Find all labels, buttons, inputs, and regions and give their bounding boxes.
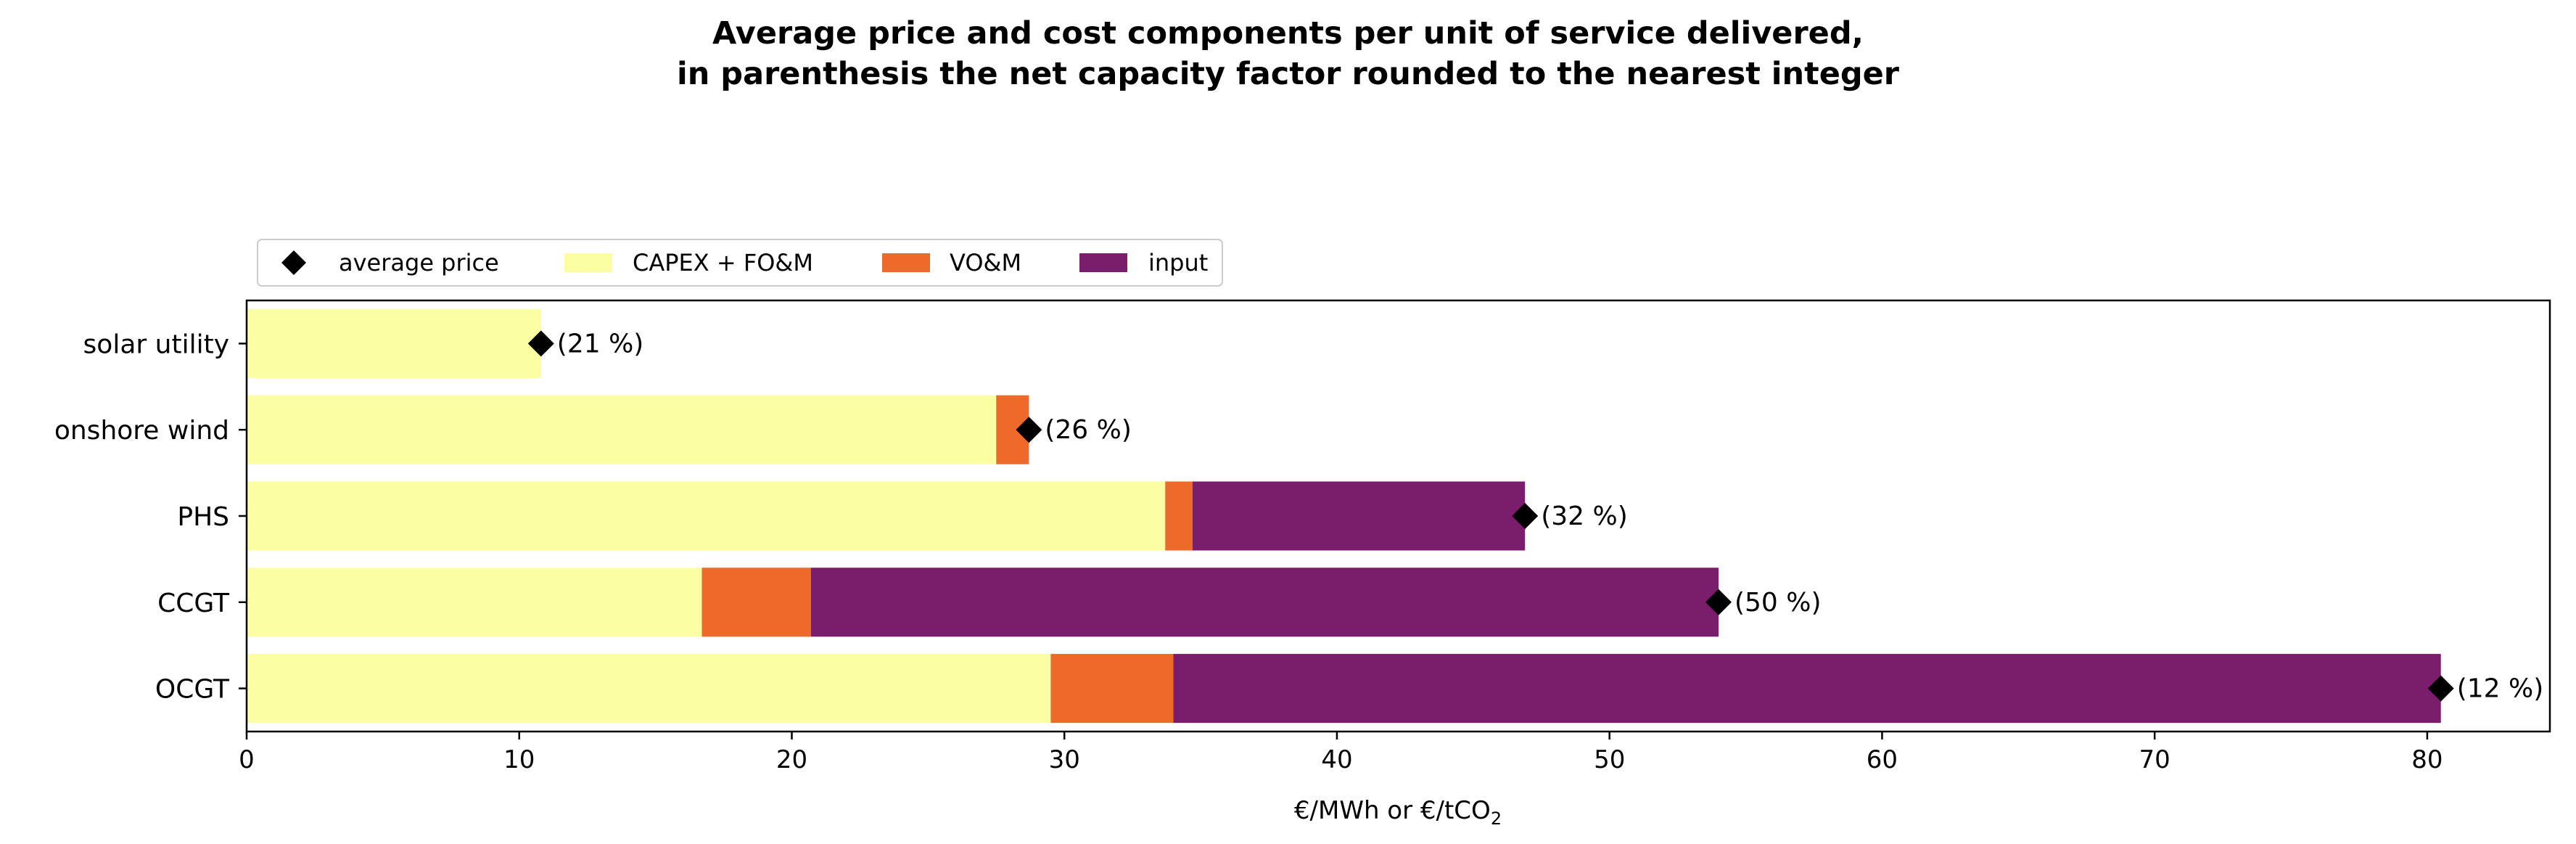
legend-label-vo-m: VO&M <box>950 249 1021 276</box>
bar-ocgt-vo-m <box>1050 654 1174 724</box>
bar-phs-vo-m <box>1165 481 1193 551</box>
legend-swatch-capex-fo-m <box>564 253 612 272</box>
x-axis-label: €/MWh or €/tCO2 <box>1294 796 1502 829</box>
x-tick-label-40: 40 <box>1321 745 1352 774</box>
x-axis: 0 10 20 30 40 50 60 70 80 <box>239 732 2443 774</box>
markers-group: (21 %) (26 %) (32 %) (50 %) (12 %) <box>527 329 2544 704</box>
legend: average price CAPEX + FO&M VO&M input <box>257 239 1223 287</box>
bar-ccgt-capex-fo-m <box>247 568 702 637</box>
x-tick-label-30: 30 <box>1049 745 1080 774</box>
y-tick-label-ocgt: OCGT <box>155 675 230 705</box>
x-axis-label-main: €/MWh or €/tCO <box>1294 796 1491 825</box>
x-tick-label-20: 20 <box>776 745 807 774</box>
bar-phs-input <box>1192 481 1526 551</box>
y-axis: solar utility onshore wind PHS CCGT OCGT <box>54 329 247 705</box>
average-price-marker-onshore-wind <box>1016 417 1042 443</box>
chart-title-line-1: Average price and cost components per un… <box>712 15 1864 52</box>
x-tick-label-70: 70 <box>2139 745 2170 774</box>
average-price-marker-solar-utility <box>527 330 554 357</box>
x-axis-label-subscript: 2 <box>1491 808 1502 829</box>
bar-ccgt-vo-m <box>701 568 811 637</box>
legend-label-average-price: average price <box>339 249 499 276</box>
legend-marker-average-price <box>281 250 306 275</box>
bar-ocgt-input <box>1173 654 2441 724</box>
capacity-factor-label-phs: (32 %) <box>1541 501 1628 531</box>
legend-swatch-input <box>1079 253 1127 272</box>
chart-title: Average price and cost components per un… <box>0 13 2576 94</box>
legend-box <box>257 239 1223 287</box>
x-tick-label-10: 10 <box>503 745 535 774</box>
capacity-factor-label-onshore-wind: (26 %) <box>1045 415 1132 445</box>
legend-label-input: input <box>1148 249 1208 276</box>
x-tick-label-80: 80 <box>2411 745 2443 774</box>
bars-group <box>247 308 2441 724</box>
bar-ocgt-capex-fo-m <box>247 654 1051 724</box>
legend-swatch-vo-m <box>882 253 930 272</box>
bar-ccgt-input <box>810 568 1719 637</box>
x-tick-label-60: 60 <box>1867 745 1898 774</box>
y-tick-label-solar-utility: solar utility <box>83 329 229 359</box>
y-tick-label-ccgt: CCGT <box>157 589 230 618</box>
x-tick-label-0: 0 <box>239 745 255 774</box>
average-price-marker-ocgt <box>2427 675 2454 702</box>
chart-title-line-2: in parenthesis the net capacity factor r… <box>676 56 1900 92</box>
y-tick-label-onshore-wind: onshore wind <box>54 416 229 446</box>
capacity-factor-label-ccgt: (50 %) <box>1735 588 1822 618</box>
bar-phs-capex-fo-m <box>247 481 1166 551</box>
y-tick-label-phs: PHS <box>177 502 229 532</box>
bar-solar-utility-capex-fo-m <box>247 308 541 378</box>
bar-onshore-wind-capex-fo-m <box>247 395 997 464</box>
average-price-marker-phs <box>1512 503 1539 529</box>
capacity-factor-label-ocgt: (12 %) <box>2457 674 2544 704</box>
x-tick-label-50: 50 <box>1594 745 1625 774</box>
average-price-marker-ccgt <box>1705 589 1732 615</box>
capacity-factor-label-solar-utility: (21 %) <box>557 329 644 359</box>
legend-label-capex-fo-m: CAPEX + FO&M <box>633 249 813 276</box>
